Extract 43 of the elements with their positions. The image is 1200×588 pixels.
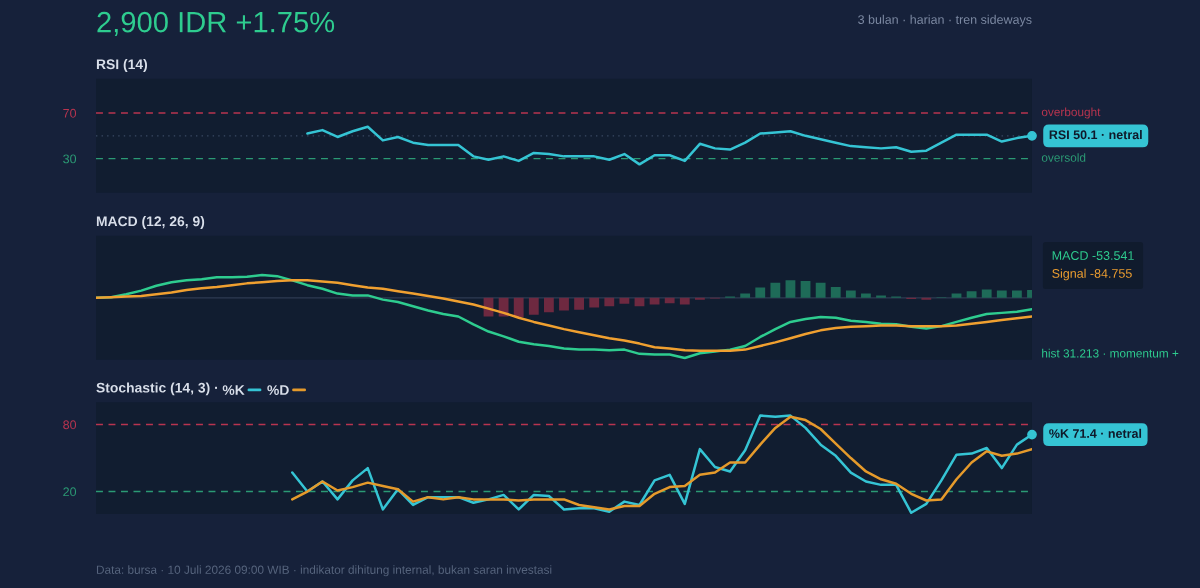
chart-title: MACD (12, 26, 9) [96,216,205,229]
bar [785,280,796,298]
bar [996,290,1007,298]
bar [544,297,554,313]
bar [861,293,871,298]
bar [770,282,781,298]
bar [876,295,886,298]
y-tick-label: 20 [63,487,77,497]
bar [574,297,584,310]
text: 2,900 IDR +1.75% [97,11,335,36]
bar [559,297,569,311]
bar [845,290,856,298]
legend-label: %K [222,385,245,395]
chart-title: RSI (14) [96,59,148,72]
bar [740,293,751,298]
bar [513,297,524,318]
text: 3 bulan · harian · tren sideways [858,14,1032,27]
ref-line-label: overbought [1041,107,1101,119]
legend-label: %D [267,385,289,395]
ref-line-label: oversold [1041,153,1086,162]
text: %K 71.4 · netral [1049,428,1142,438]
text: Signal -84.755 [1052,268,1132,281]
bar [528,297,539,315]
bar [815,282,826,298]
bar [1012,290,1022,298]
bar [800,280,811,298]
y-tick-label: 70 [63,108,77,118]
bar [589,297,600,308]
bar [664,297,675,304]
bar [604,297,615,307]
bar [966,291,977,298]
bar [679,297,690,305]
text: hist 31.213 · momentum + [1042,348,1179,358]
y-tick-label: 80 [63,420,77,430]
chart-title: Stochastic (14, 3) · [96,382,218,396]
text: RSI 50.1 · netral [1049,130,1142,140]
y-tick-label: 30 [63,154,77,164]
text: Data: bursa · 10 Juli 2026 09:00 WIB · indikator dihitung internal, bukan saran investasi [96,565,552,577]
bar [755,287,766,298]
bar [619,297,630,304]
bar [830,286,841,298]
text: MACD -53.541 [1052,251,1134,260]
bar [981,289,992,298]
